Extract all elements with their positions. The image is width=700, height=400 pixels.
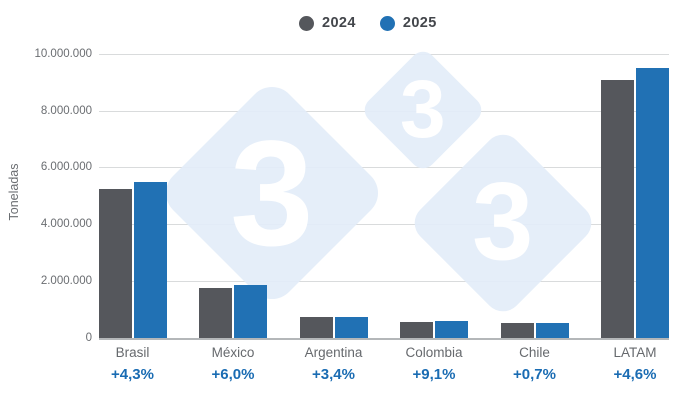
bar-2025-brasil (133, 182, 167, 338)
growth-label-colombia: +9,1% (412, 366, 456, 383)
bar-2024-mexico (199, 287, 232, 338)
bar-2025-colombia (435, 320, 468, 338)
y-tick-label: 6.000.000 (40, 161, 92, 174)
y-tick-label: 0 (85, 331, 92, 344)
gridline (99, 54, 669, 55)
y-tick-label: 8.000.000 (40, 104, 92, 117)
y-tick-label: 10.000.000 (34, 48, 92, 60)
growth-label-mexico: +6,0% (211, 366, 255, 383)
legend-label-2024: 2024 (322, 15, 356, 31)
bar-2024-latam (601, 79, 634, 338)
bar-2025-latam (636, 67, 669, 338)
legend-label-2025: 2025 (402, 15, 437, 31)
y-tick-label: 4.000.000 (40, 218, 92, 231)
category-label-argentina: Argentina (304, 345, 363, 360)
growth-label-chile: +0,7% (513, 366, 556, 383)
category-label-chile: Chile (519, 345, 550, 360)
bar-2025-chile (535, 323, 569, 338)
legend: 2024 2025 (299, 15, 437, 31)
bar-2024-chile (500, 323, 534, 338)
plot-area (98, 54, 669, 340)
category-label-brasil: Brasil (115, 345, 150, 360)
gridline (99, 224, 669, 226)
bar-2024-colombia (400, 322, 433, 338)
growth-label-latam: +4,6% (613, 366, 657, 383)
bar-2025-mexico (234, 284, 267, 338)
y-tick-label: 2.000.000 (40, 274, 92, 287)
bar-2025-argentina (334, 316, 368, 338)
gridline (99, 167, 669, 169)
category-label-mexico: México (211, 345, 255, 360)
gridline (99, 280, 669, 282)
category-label-latam: LATAM (613, 345, 657, 360)
growth-label-brasil: +4,3% (111, 366, 154, 383)
legend-item-2024: 2024 (299, 15, 356, 31)
category-label-colombia: Colombia (405, 345, 463, 360)
bar-2024-brasil (98, 188, 132, 338)
legend-item-2025: 2025 (379, 15, 437, 31)
bar-2024-argentina (299, 317, 333, 338)
legend-dot-2024-icon (299, 15, 314, 31)
legend-dot-2025-icon (379, 15, 395, 31)
growth-label-argentina: +3,4% (312, 366, 355, 383)
gridline (99, 110, 669, 112)
